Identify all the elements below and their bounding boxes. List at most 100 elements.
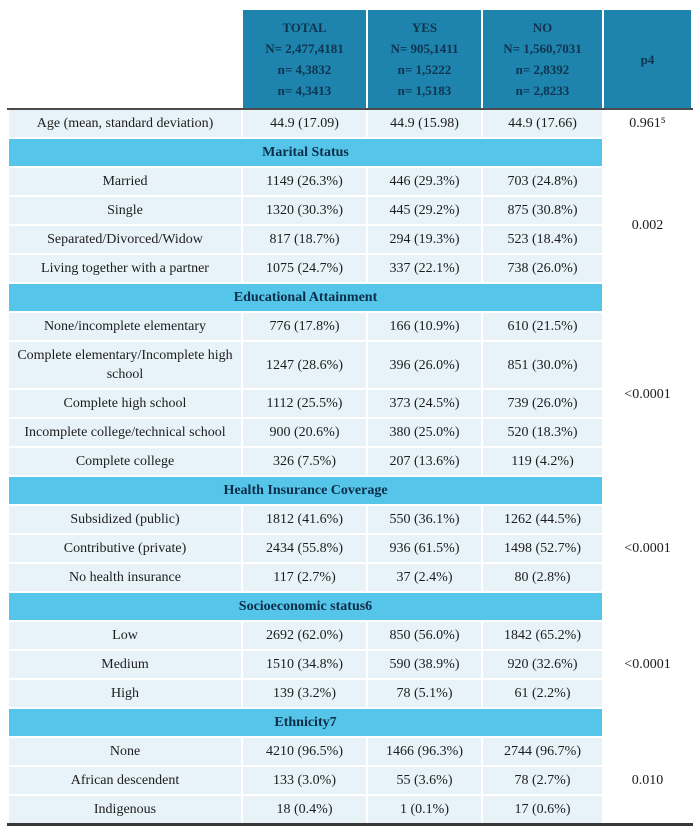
cell-yes: 590 (38.9%) [366, 649, 483, 680]
row-label: Complete elementary/Incomplete high scho… [7, 340, 243, 390]
cell-yes: 373 (24.5%) [366, 388, 483, 419]
demographics-table: TOTAL N= 2,477,4181 n= 4,3832 n= 4,3413 … [7, 8, 693, 826]
col-header-p: p4 [602, 8, 693, 110]
row-label: Married [7, 166, 243, 197]
table-row: Subsidized (public) 1812 (41.6%) 550 (36… [7, 504, 693, 593]
col-header-line: n= 2,8392 [515, 62, 570, 77]
table-row: Medium 1510 (34.8%) 590 (38.9%) 920 (32.… [7, 649, 692, 680]
cell-no: 61 (2.2%) [481, 678, 604, 709]
cell-yes: 1466 (96.3%) [366, 736, 483, 767]
age-row: Age (mean, standard deviation) 44.9 (17.… [7, 108, 693, 139]
cell-total: 18 (0.4%) [241, 794, 368, 826]
cell-total: 117 (2.7%) [241, 562, 368, 593]
row-label: Complete high school [7, 388, 243, 419]
cell-no: 1842 (65.2%) [481, 620, 604, 651]
section-title: Educational Attainment [7, 282, 604, 313]
cell-total: 1075 (24.7%) [241, 253, 368, 284]
cell-no: 738 (26.0%) [481, 253, 604, 284]
col-header-yes: YES N= 905,1411 n= 1,5222 n= 1,5183 [366, 8, 483, 110]
section-title: Marital Status [7, 137, 604, 168]
col-header-line: N= 1,560,7031 [503, 41, 582, 56]
cell-yes: 337 (22.1%) [366, 253, 483, 284]
cell-no: 920 (32.6%) [481, 649, 604, 680]
table-row: None/incomplete elementary 776 (17.8%) 1… [7, 311, 693, 477]
cell-no: 119 (4.2%) [481, 446, 604, 477]
col-header-line: TOTAL [282, 20, 327, 35]
row-label: Separated/Divorced/Widow [7, 224, 243, 255]
cell-yes: 550 (36.1%) [366, 504, 483, 535]
cell-yes: 37 (2.4%) [366, 562, 483, 593]
p-value: 0.961⁵ [602, 108, 693, 139]
col-header-no: NO N= 1,560,7031 n= 2,8392 n= 2,8233 [481, 8, 604, 110]
cell-yes: 936 (61.5%) [366, 533, 483, 564]
cell-yes: 446 (29.3%) [366, 166, 483, 197]
col-header-line: n= 4,3413 [277, 83, 332, 98]
cell-total: 133 (3.0%) [241, 765, 368, 796]
cell-total: 900 (20.6%) [241, 417, 368, 448]
row-label: Medium [7, 649, 243, 680]
section-title: Ethnicity7 [7, 707, 604, 738]
header-corner [7, 8, 243, 110]
cell-no: 875 (30.8%) [481, 195, 604, 226]
col-header-line: NO [532, 20, 553, 35]
table-row: None 4210 (96.5%) 1466 (96.3%) 2744 (96.… [7, 736, 693, 826]
cell-yes: 396 (26.0%) [366, 340, 483, 390]
table-row: Complete high school 1112 (25.5%) 373 (2… [7, 388, 692, 419]
cell-no: 2744 (96.7%) [481, 736, 604, 767]
row-label: High [7, 678, 243, 709]
row-label: Incomplete college/technical school [7, 417, 243, 448]
cell-total: 776 (17.8%) [241, 311, 368, 342]
cell-total: 2692 (62.0%) [241, 620, 368, 651]
p-gap [602, 137, 693, 168]
table-row: Indigenous 18 (0.4%) 1 (0.1%) 17 (0.6%) [7, 794, 692, 826]
col-header-line: n= 4,3832 [277, 62, 332, 77]
p-gap [602, 707, 693, 738]
cell-yes: 166 (10.9%) [366, 311, 483, 342]
cell-no: 520 (18.3%) [481, 417, 604, 448]
cell-no: 851 (30.0%) [481, 340, 604, 390]
row-label: None [7, 736, 243, 767]
cell-yes: 445 (29.2%) [366, 195, 483, 226]
col-header-line: n= 1,5183 [397, 83, 452, 98]
p-gap [602, 591, 693, 622]
table-row: Incomplete college/technical school 900 … [7, 417, 692, 448]
p-value: 0.010 [602, 736, 693, 826]
table-row: Low 2692 (62.0%) 850 (56.0%) 1842 (65.2%… [7, 620, 693, 709]
cell-no: 610 (21.5%) [481, 311, 604, 342]
p-value: <0.0001 [602, 311, 693, 477]
cell-total: 4210 (96.5%) [241, 736, 368, 767]
cell-total: 817 (18.7%) [241, 224, 368, 255]
section-row: Educational Attainment [7, 282, 693, 313]
p-value: 0.002 [602, 166, 693, 284]
cell-total: 326 (7.5%) [241, 446, 368, 477]
cell-total: 1812 (41.6%) [241, 504, 368, 535]
col-header-line: n= 1,5222 [397, 62, 452, 77]
section-row: Ethnicity7 [7, 707, 693, 738]
table-header-row: TOTAL N= 2,477,4181 n= 4,3832 n= 4,3413 … [7, 8, 693, 110]
row-label: None/incomplete elementary [7, 311, 243, 342]
row-label: Indigenous [7, 794, 243, 826]
cell-no: 1262 (44.5%) [481, 504, 604, 535]
p-value: <0.0001 [602, 504, 693, 593]
table-row: High 139 (3.2%) 78 (5.1%) 61 (2.2%) [7, 678, 692, 709]
p-value: <0.0001 [602, 620, 693, 709]
section-row: Health Insurance Coverage [7, 475, 693, 506]
table-row: Living together with a partner 1075 (24.… [7, 253, 692, 284]
cell-total: 1320 (30.3%) [241, 195, 368, 226]
col-header-line: n= 2,8233 [515, 83, 570, 98]
table-row: Complete college 326 (7.5%) 207 (13.6%) … [7, 446, 692, 477]
col-header-line: YES [411, 20, 438, 35]
cell-yes: 78 (5.1%) [366, 678, 483, 709]
cell-total: 139 (3.2%) [241, 678, 368, 709]
col-header-line: N= 2,477,4181 [265, 41, 344, 56]
table-row: African descendent 133 (3.0%) 55 (3.6%) … [7, 765, 692, 796]
cell-yes: 207 (13.6%) [366, 446, 483, 477]
cell-total: 1247 (28.6%) [241, 340, 368, 390]
cell-yes: 380 (25.0%) [366, 417, 483, 448]
cell-no: 1498 (52.7%) [481, 533, 604, 564]
table-row: Single 1320 (30.3%) 445 (29.2%) 875 (30.… [7, 195, 692, 226]
row-label: Subsidized (public) [7, 504, 243, 535]
table-row: Contributive (private) 2434 (55.8%) 936 … [7, 533, 692, 564]
p-gap [602, 475, 693, 506]
section-row: Socioeconomic status6 [7, 591, 693, 622]
